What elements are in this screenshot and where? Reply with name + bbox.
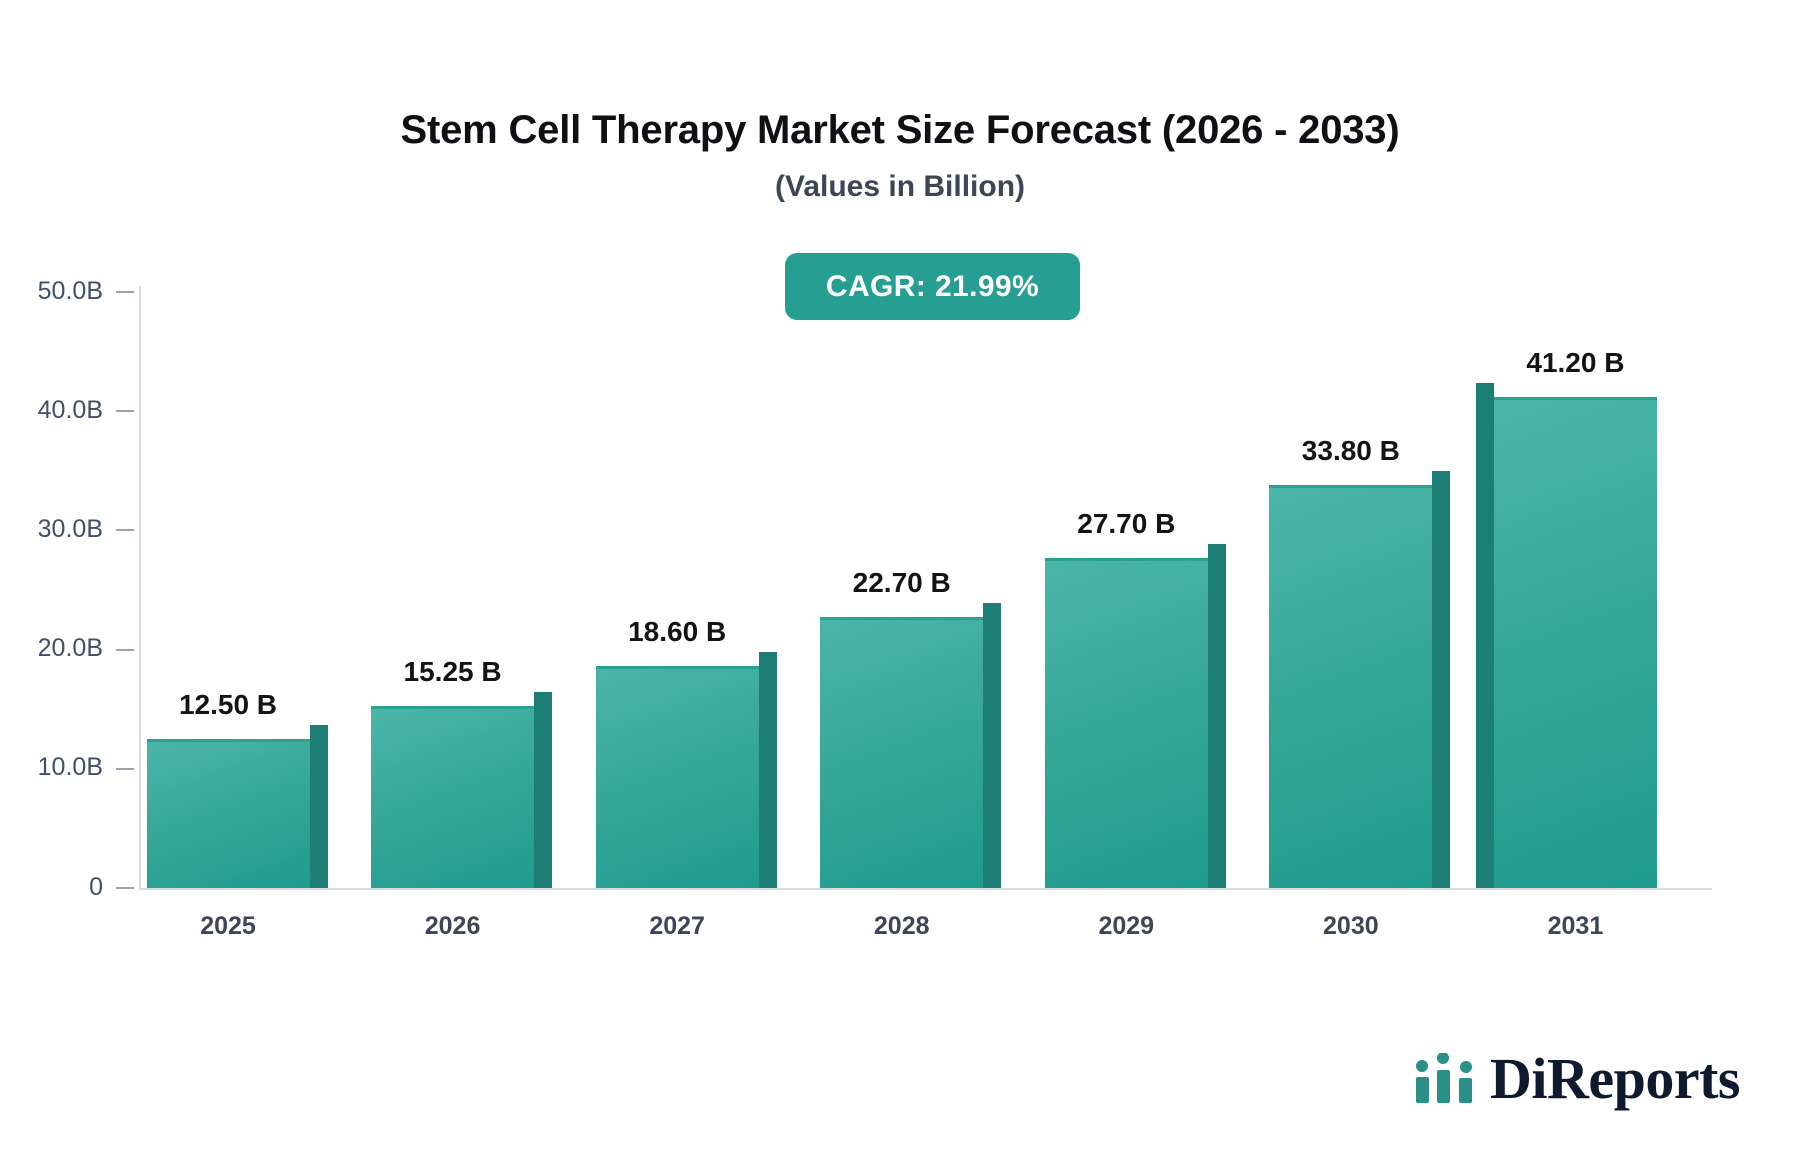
bar-front-face bbox=[371, 706, 535, 888]
bar-value-label: 18.60 B bbox=[628, 616, 727, 648]
bar-side-face bbox=[758, 652, 777, 888]
bar-value-label: 12.50 B bbox=[178, 689, 278, 720]
y-tick-mark bbox=[116, 767, 134, 770]
bar-2028[interactable]: 22.70 B bbox=[820, 292, 1002, 888]
x-tick-label-2031: 2031 bbox=[1547, 912, 1604, 940]
bar-front-face bbox=[1044, 557, 1208, 888]
bar-value-label: 27.70 B bbox=[1077, 507, 1176, 539]
y-tick-label: 40.0B bbox=[37, 395, 103, 424]
bar-2031[interactable]: 41.20 B bbox=[1475, 292, 1657, 888]
bar-top-face bbox=[1493, 396, 1657, 400]
bar-front-face bbox=[146, 739, 310, 888]
brand-logo: DiReports bbox=[1414, 1046, 1741, 1111]
bar-top-face bbox=[371, 706, 535, 710]
x-tick-label-2026: 2026 bbox=[424, 912, 481, 940]
bar-2029[interactable]: 27.70 B bbox=[1044, 292, 1226, 888]
y-axis-line bbox=[139, 286, 141, 890]
bar-side-face bbox=[534, 692, 553, 888]
bar-side-face bbox=[1432, 471, 1451, 888]
bar-side-face bbox=[1475, 382, 1494, 888]
bar-front-face bbox=[595, 666, 759, 888]
bar-front-face bbox=[1493, 396, 1657, 888]
x-tick-label-2030: 2030 bbox=[1323, 912, 1379, 940]
y-tick-label: 0 bbox=[89, 872, 103, 901]
y-tick-label: 10.0B bbox=[37, 753, 103, 782]
bar-front-face bbox=[820, 617, 984, 888]
bar-value-label: 41.20 B bbox=[1526, 346, 1625, 378]
y-tick-label: 30.0B bbox=[37, 514, 103, 543]
bar-side-face bbox=[983, 603, 1002, 888]
bar-value-label: 33.80 B bbox=[1301, 435, 1400, 467]
bar-value-label: 22.70 B bbox=[852, 567, 951, 599]
plot-area: 12.50 B 15.25 B 18.60 B 22.70 B 27.70 B 33.80… bbox=[140, 292, 1712, 888]
x-tick-label-2025: 2025 bbox=[200, 912, 256, 940]
y-tick-mark bbox=[116, 410, 134, 413]
bar-top-face bbox=[1269, 485, 1433, 489]
bar-front-face bbox=[1269, 485, 1433, 888]
x-axis-line bbox=[139, 888, 1712, 890]
brand-logo-text: DiReports bbox=[1489, 1046, 1741, 1111]
bar-top-face bbox=[1044, 557, 1208, 561]
bar-side-face bbox=[1207, 543, 1226, 888]
bar-top-face bbox=[820, 617, 984, 621]
page-title: Stem Cell Therapy Market Size Forecast (… bbox=[400, 108, 1400, 152]
x-tick-label-2027: 2027 bbox=[649, 912, 705, 940]
y-tick-label: 20.0B bbox=[37, 634, 103, 663]
y-tick-mark bbox=[116, 291, 134, 293]
cagr-badge: CAGR: 21.99% bbox=[785, 253, 1080, 320]
y-tick-mark bbox=[116, 648, 134, 651]
y-tick-mark bbox=[116, 529, 134, 532]
y-tick-mark bbox=[116, 887, 134, 889]
bar-top-face bbox=[146, 739, 310, 742]
chart-subtitle: (Values in Billion) bbox=[774, 170, 1026, 203]
x-tick-label-2028: 2028 bbox=[873, 912, 930, 940]
bar-side-face bbox=[309, 725, 328, 888]
bar-top-face bbox=[595, 666, 759, 670]
bar-2025[interactable]: 12.50 B bbox=[146, 292, 328, 888]
y-tick-label: 50.0B bbox=[37, 276, 103, 305]
cagr-badge-label: CAGR: 21.99% bbox=[825, 269, 1040, 303]
bar-value-label: 15.25 B bbox=[403, 656, 502, 688]
x-tick-label-2029: 2029 bbox=[1098, 912, 1155, 940]
bar-2027[interactable]: 18.60 B bbox=[595, 292, 777, 888]
bar-2030[interactable]: 33.80 B bbox=[1269, 292, 1451, 888]
bar-chart-icon bbox=[1415, 1053, 1472, 1103]
bar-2026[interactable]: 15.25 B bbox=[371, 292, 553, 888]
